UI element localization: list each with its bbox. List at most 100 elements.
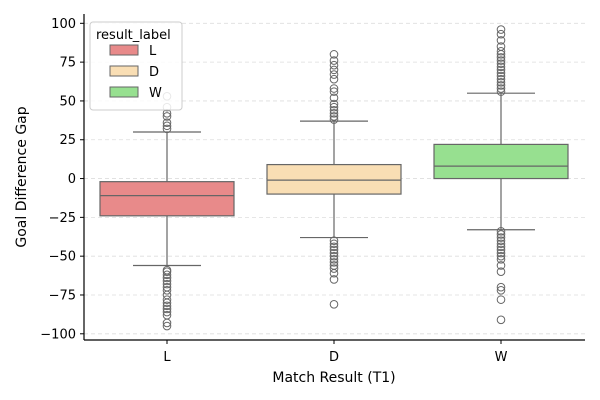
outlier-point	[496, 254, 506, 264]
outlier-point	[496, 71, 506, 81]
legend-title: result_label	[96, 28, 171, 43]
outlier-point	[329, 248, 339, 258]
outlier-point	[329, 254, 339, 264]
outlier-point	[329, 60, 339, 70]
box-iqr	[99, 181, 235, 217]
outlier-point	[496, 81, 506, 90]
outlier-point	[329, 239, 339, 249]
outlier-point	[162, 307, 172, 317]
outlier-point	[329, 65, 339, 75]
x-tick-label: L	[163, 350, 171, 365]
outlier-point	[329, 112, 339, 121]
box-iqr	[266, 163, 402, 195]
outlier-point	[329, 84, 339, 93]
legend-swatch-D	[109, 65, 139, 77]
outlier-point	[162, 124, 172, 134]
outlier-point	[329, 251, 339, 261]
box-D	[266, 50, 402, 309]
outlier-point	[496, 286, 506, 295]
outlier-point	[496, 74, 506, 84]
outlier-point	[496, 236, 506, 245]
x-axis-title: Match Result (T1)	[272, 370, 395, 386]
outlier-point	[329, 102, 339, 112]
outlier-point	[496, 315, 506, 325]
outlier-point	[496, 248, 506, 258]
y-axis-title: Goal Difference Gap	[14, 106, 30, 247]
y-tick-label: 100	[51, 17, 76, 32]
outlier-point	[496, 29, 506, 39]
outlier-point	[496, 56, 506, 65]
outlier-point	[329, 115, 339, 124]
outlier-point	[329, 87, 339, 96]
legend-label-L: L	[149, 44, 157, 59]
outlier-point	[496, 59, 506, 68]
outlier-point	[162, 318, 172, 328]
outlier-point	[496, 245, 506, 255]
y-tick-label: 50	[59, 94, 76, 109]
box-iqr	[433, 143, 569, 180]
outlier-point	[329, 56, 339, 65]
legend-swatch-W	[109, 86, 139, 98]
outlier-point	[496, 239, 506, 249]
outlier-point	[496, 87, 506, 96]
outlier-point	[329, 299, 339, 309]
outlier-point	[329, 258, 339, 267]
outlier-point	[329, 109, 339, 118]
outlier-point	[162, 270, 172, 280]
legend: result_label LDW	[89, 21, 183, 111]
y-tick-label: −25	[49, 211, 76, 226]
outlier-point	[329, 70, 339, 79]
outlier-point	[329, 50, 339, 59]
outlier-point	[496, 53, 506, 62]
outlier-point	[329, 93, 339, 103]
legend-swatch-L	[109, 44, 139, 56]
outlier-point	[496, 65, 506, 75]
outlier-point	[496, 242, 506, 252]
outlier-point	[496, 46, 506, 56]
y-tick-label: −75	[49, 288, 76, 303]
outlier-point	[329, 242, 339, 252]
y-tick-label: 25	[59, 133, 76, 148]
outlier-point	[329, 74, 339, 84]
outlier-point	[329, 268, 339, 278]
y-axis: −100 −75 −50 −25 0 25 50 75 100	[40, 17, 84, 342]
outlier-point	[496, 282, 506, 292]
outlier-point	[329, 105, 339, 115]
outlier-point	[496, 230, 506, 239]
y-tick-label: 75	[59, 56, 76, 71]
outlier-point	[329, 236, 339, 245]
outlier-point	[496, 62, 506, 72]
outlier-point	[162, 279, 172, 289]
outlier-point	[162, 295, 172, 304]
boxes-layer	[99, 25, 569, 331]
outlier-point	[162, 267, 172, 276]
outlier-point	[329, 99, 339, 109]
outlier-point	[162, 118, 172, 127]
box-L	[99, 91, 235, 331]
outlier-point	[162, 301, 172, 311]
x-tick-label: D	[329, 350, 339, 365]
outlier-point	[496, 84, 506, 93]
outlier-point	[496, 233, 506, 242]
outlier-point	[162, 273, 172, 283]
outlier-point	[162, 321, 172, 331]
outlier-point	[162, 286, 172, 295]
outlier-point	[329, 275, 339, 284]
outlier-point	[496, 261, 506, 270]
outlier-point	[496, 36, 506, 45]
outlier-point	[162, 276, 172, 286]
outlier-point	[496, 251, 506, 261]
box-W	[433, 25, 569, 325]
outlier-point	[496, 267, 506, 276]
outlier-point	[496, 68, 506, 78]
outlier-point	[496, 78, 506, 87]
outlier-point	[496, 25, 506, 34]
outlier-point	[329, 264, 339, 273]
outlier-point	[496, 295, 506, 304]
outlier-point	[329, 245, 339, 255]
legend-label-D: D	[149, 65, 159, 80]
legend-label-W: W	[149, 86, 162, 101]
outlier-point	[162, 298, 172, 308]
